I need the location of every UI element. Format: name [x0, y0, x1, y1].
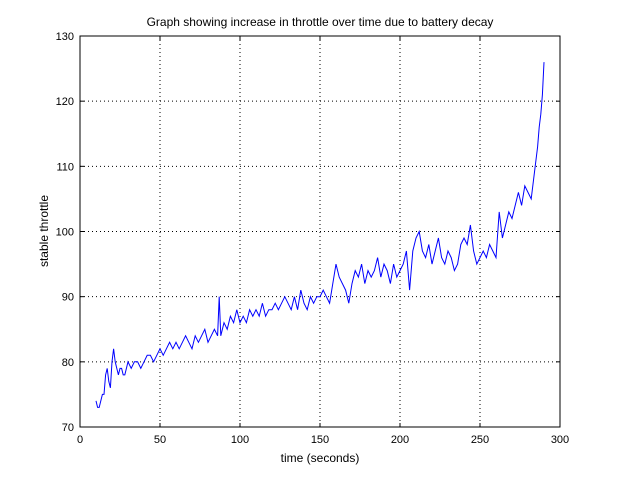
x-tick-label: 300	[551, 434, 569, 446]
x-tick-label: 250	[471, 434, 489, 446]
chart-title: Graph showing increase in throttle over …	[147, 15, 494, 29]
y-tick-label: 110	[56, 161, 74, 173]
y-tick-label: 80	[62, 357, 74, 369]
x-tick-label: 200	[391, 434, 409, 446]
x-tick-label: 100	[231, 434, 249, 446]
x-tick-label: 150	[311, 434, 329, 446]
y-tick-label: 90	[62, 292, 74, 304]
y-tick-label: 100	[56, 227, 74, 239]
y-axis-label: stable throttle	[37, 195, 51, 267]
ticks: 0 50 100 150 200 250 300 70 80 90 100 110 120 130	[56, 31, 570, 446]
x-tick-label: 0	[77, 434, 83, 446]
throttle-series-line	[95, 62, 545, 408]
series-layer	[95, 62, 545, 408]
x-axis-label: time (seconds)	[281, 451, 360, 465]
y-tick-label: 70	[62, 422, 74, 434]
x-tick-label: 50	[154, 434, 166, 446]
y-tick-label: 130	[56, 31, 74, 43]
y-tick-label: 120	[56, 96, 74, 108]
